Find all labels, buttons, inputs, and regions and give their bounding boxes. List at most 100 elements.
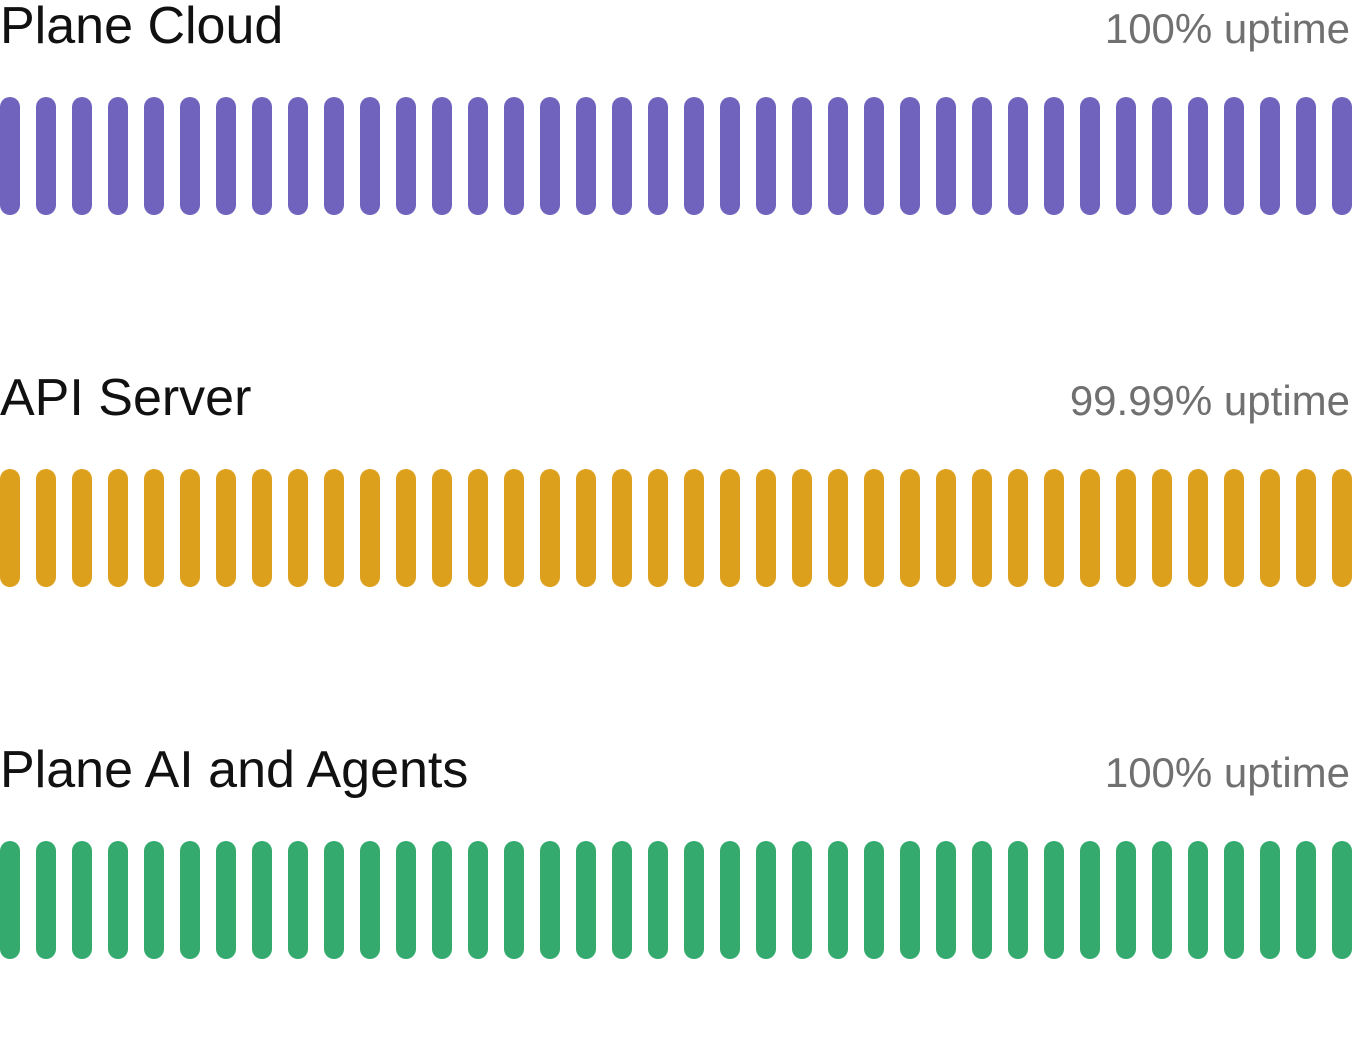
uptime-bars — [0, 841, 1352, 959]
uptime-label: 99.99% uptime — [1069, 377, 1350, 424]
uptime-bar — [720, 841, 740, 959]
uptime-bar — [432, 97, 452, 215]
uptime-bar — [936, 841, 956, 959]
uptime-bar — [468, 841, 488, 959]
uptime-bar — [1080, 469, 1100, 587]
uptime-bar — [1260, 469, 1280, 587]
uptime-bar — [756, 97, 776, 215]
service-name: Plane AI and Agents — [0, 741, 469, 799]
uptime-bar — [0, 97, 20, 215]
uptime-bar — [396, 841, 416, 959]
service-name: Plane Cloud — [0, 0, 284, 55]
uptime-bar — [216, 97, 236, 215]
uptime-bar — [1044, 469, 1064, 587]
uptime-bar — [648, 97, 668, 215]
uptime-bar — [540, 841, 560, 959]
uptime-bar — [828, 841, 848, 959]
uptime-bar — [288, 841, 308, 959]
uptime-bar — [288, 97, 308, 215]
uptime-bar — [972, 97, 992, 215]
uptime-bar — [900, 841, 920, 959]
uptime-bar — [72, 469, 92, 587]
uptime-bar — [1152, 97, 1172, 215]
uptime-bar — [504, 469, 524, 587]
uptime-bar — [72, 841, 92, 959]
uptime-bar — [1008, 469, 1028, 587]
service-row: Plane AI and Agents 100% uptime — [0, 741, 1352, 1044]
uptime-bar — [396, 97, 416, 215]
uptime-bar — [432, 841, 452, 959]
uptime-bar — [972, 469, 992, 587]
uptime-bar — [1260, 97, 1280, 215]
uptime-bar — [684, 469, 704, 587]
uptime-bar — [540, 97, 560, 215]
uptime-bar — [432, 469, 452, 587]
uptime-bar — [108, 841, 128, 959]
uptime-bars — [0, 97, 1352, 215]
uptime-bar — [108, 469, 128, 587]
uptime-bar — [648, 469, 668, 587]
uptime-bar — [612, 97, 632, 215]
uptime-bar — [180, 469, 200, 587]
uptime-bar — [576, 469, 596, 587]
uptime-bar — [1008, 97, 1028, 215]
uptime-bar — [1296, 97, 1316, 215]
uptime-label: 100% uptime — [1104, 749, 1350, 796]
uptime-bar — [504, 97, 524, 215]
uptime-bar — [828, 469, 848, 587]
uptime-bar — [720, 97, 740, 215]
uptime-bar — [612, 841, 632, 959]
uptime-bar — [216, 841, 236, 959]
uptime-bar — [36, 97, 56, 215]
service-row: API Server 99.99% uptime — [0, 369, 1352, 672]
uptime-bar — [1296, 469, 1316, 587]
uptime-bar — [1044, 841, 1064, 959]
uptime-bar — [756, 841, 776, 959]
uptime-bar — [900, 469, 920, 587]
uptime-bar — [1224, 469, 1244, 587]
uptime-bar — [1188, 97, 1208, 215]
uptime-bar — [180, 97, 200, 215]
uptime-bar — [1152, 841, 1172, 959]
uptime-bar — [324, 841, 344, 959]
uptime-bar — [72, 97, 92, 215]
uptime-bar — [252, 469, 272, 587]
uptime-bar — [324, 97, 344, 215]
uptime-bar — [936, 97, 956, 215]
uptime-bar — [288, 469, 308, 587]
uptime-bar — [1332, 469, 1352, 587]
uptime-bar — [792, 469, 812, 587]
uptime-bar — [864, 97, 884, 215]
uptime-bar — [720, 469, 740, 587]
uptime-bar — [1008, 841, 1028, 959]
uptime-bar — [216, 469, 236, 587]
uptime-bar — [864, 469, 884, 587]
uptime-bar — [936, 469, 956, 587]
uptime-bar — [144, 841, 164, 959]
uptime-bar — [1080, 841, 1100, 959]
uptime-bar — [144, 469, 164, 587]
uptime-bar — [1188, 469, 1208, 587]
uptime-bar — [684, 97, 704, 215]
uptime-bar — [1224, 841, 1244, 959]
uptime-label: 100% uptime — [1104, 5, 1350, 52]
uptime-bars — [0, 469, 1352, 587]
uptime-bar — [108, 97, 128, 215]
uptime-bar — [252, 841, 272, 959]
uptime-bar — [360, 97, 380, 215]
uptime-bar — [468, 469, 488, 587]
uptime-bar — [180, 841, 200, 959]
uptime-bar — [1116, 97, 1136, 215]
uptime-bar — [324, 469, 344, 587]
uptime-bar — [1116, 841, 1136, 959]
uptime-bar — [1044, 97, 1064, 215]
uptime-bar — [1116, 469, 1136, 587]
uptime-bar — [360, 469, 380, 587]
uptime-bar — [504, 841, 524, 959]
uptime-bar — [36, 469, 56, 587]
uptime-bar — [648, 841, 668, 959]
uptime-bar — [792, 841, 812, 959]
service-row: Plane Cloud 100% uptime — [0, 0, 1352, 300]
uptime-bar — [756, 469, 776, 587]
uptime-bar — [792, 97, 812, 215]
